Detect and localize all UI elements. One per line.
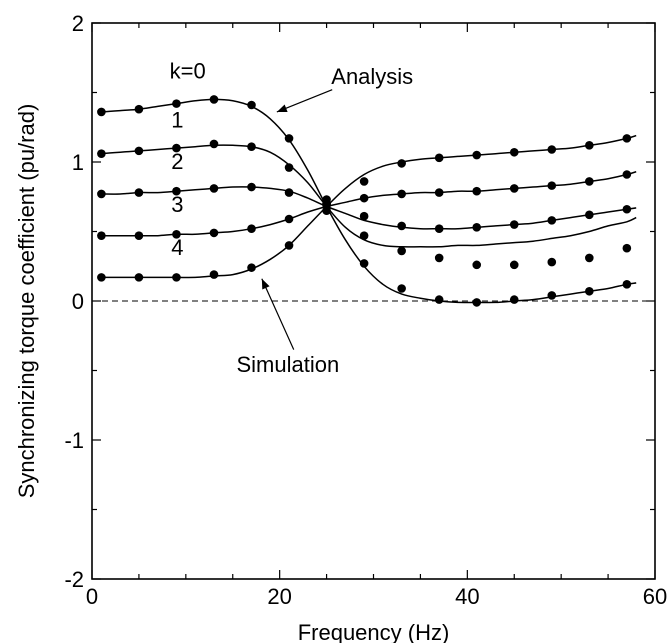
simulation-point-0 [397, 284, 406, 293]
simulation-point-4 [585, 141, 594, 150]
x-axis-label: Frequency (Hz) [298, 620, 450, 643]
annotation-simulation-arrow-head [261, 278, 270, 290]
simulation-point-2 [509, 220, 519, 229]
simulation-point-3 [622, 170, 632, 179]
simulation-point-0 [172, 99, 181, 108]
simulation-point-4 [434, 153, 444, 163]
simulation-point-0 [97, 107, 106, 117]
annotation-analysis: Analysis [331, 64, 413, 89]
simulation-point-1 [209, 139, 219, 149]
simulation-point-0 [134, 104, 144, 114]
simulation-point-1 [397, 246, 406, 256]
simulation-point-2 [134, 188, 144, 197]
simulation-point-2 [284, 188, 294, 197]
simulation-point-1 [472, 260, 482, 270]
simulation-point-1 [434, 253, 444, 263]
simulation-point-2 [172, 186, 181, 196]
simulation-point-4 [547, 145, 557, 154]
simulation-point-3 [472, 186, 482, 196]
simulation-point-0 [434, 295, 444, 304]
simulation-point-1 [172, 143, 181, 153]
analysis-curve-1 [101, 144, 637, 248]
simulation-point-3 [509, 184, 519, 193]
simulation-point-2 [209, 184, 219, 193]
simulation-point-1 [585, 253, 594, 263]
simulation-point-0 [284, 134, 294, 143]
x-tick-label: 0 [86, 584, 98, 609]
simulation-point-1 [509, 260, 519, 270]
simulation-point-2 [397, 221, 406, 231]
simulation-point-2 [472, 223, 482, 232]
simulation-point-4 [247, 263, 256, 272]
simulation-point-4 [397, 159, 406, 168]
annotation-simulation: Simulation [237, 352, 340, 377]
simulation-point-1 [97, 149, 106, 158]
simulation-point-1 [547, 257, 557, 267]
simulation-point-2 [585, 210, 594, 220]
simulation-point-2 [359, 211, 369, 221]
simulation-point-0 [209, 95, 219, 104]
series-label-3: 3 [171, 192, 183, 217]
simulation-point-1 [359, 231, 369, 240]
simulation-point-2 [97, 189, 106, 199]
axes-layer [91, 22, 656, 580]
x-tick-label: 20 [267, 584, 291, 609]
simulation-point-0 [247, 100, 256, 110]
y-axis-label: Synchronizing torque coefficient (pu/rad… [14, 104, 39, 499]
simulation-point-3 [172, 229, 181, 239]
simulation-point-3 [97, 231, 106, 240]
simulation-point-4 [209, 270, 219, 279]
y-tick-label: -2 [64, 567, 84, 592]
simulation-point-2 [547, 216, 557, 225]
simulation-point-0 [585, 286, 594, 296]
simulation-point-3 [284, 214, 294, 224]
simulation-point-3 [134, 231, 144, 240]
simulation-point-4 [97, 273, 106, 282]
simulation-point-0 [472, 298, 482, 307]
simulation-point-0 [547, 291, 557, 300]
simulation-point-0 [359, 259, 369, 268]
series-label-0: k=0 [170, 59, 206, 84]
simulation-point-1 [622, 243, 632, 253]
simulation-point-3 [547, 181, 557, 190]
simulation-point-2 [622, 204, 632, 214]
simulation-point-1 [284, 163, 294, 172]
simulation-point-4 [472, 150, 482, 160]
series-label-2: 2 [171, 149, 183, 174]
simulation-point-4 [359, 177, 369, 186]
simulation-point-2 [247, 182, 256, 192]
labels-layer: 0 20 40 60 -2 -1 0 1 2 Frequency (Hz) Synchronizin… [14, 11, 667, 643]
simulation-point-3 [585, 177, 594, 186]
simulation-point-4 [622, 134, 632, 143]
x-tick-label: 40 [455, 584, 479, 609]
y-tick-label: -1 [64, 428, 84, 453]
simulation-point-3 [359, 193, 369, 203]
simulation-point-3 [209, 228, 219, 238]
simulation-point-1 [134, 146, 144, 156]
x-tick-label: 60 [643, 584, 667, 609]
simulation-point-4 [322, 195, 331, 204]
simulation-point-4 [134, 273, 144, 282]
series-label-4: 4 [171, 235, 183, 260]
annotation-analysis-arrow-head [276, 104, 288, 112]
simulation-point-4 [509, 147, 519, 157]
simulation-point-4 [284, 241, 294, 250]
y-tick-label: 1 [72, 150, 84, 175]
simulation-point-3 [397, 189, 406, 199]
simulation-point-1 [247, 142, 256, 152]
series-label-1: 1 [171, 107, 183, 132]
simulation-point-0 [622, 280, 632, 289]
simulation-point-4 [172, 273, 181, 282]
simulation-points [97, 95, 632, 307]
simulation-point-3 [247, 224, 256, 234]
simulation-point-2 [434, 224, 444, 234]
y-tick-label: 0 [72, 289, 84, 314]
annotation-simulation-arrow-line [261, 278, 295, 350]
simulation-point-3 [434, 188, 444, 197]
simulation-point-0 [509, 295, 519, 304]
y-tick-label: 2 [72, 11, 84, 36]
